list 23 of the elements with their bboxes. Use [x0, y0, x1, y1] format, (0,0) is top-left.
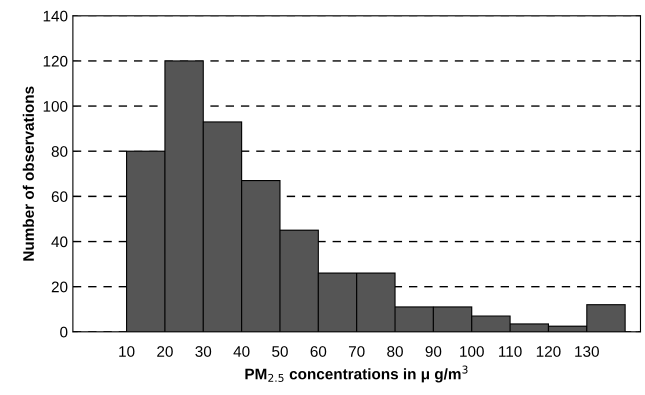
y-tick-label: 20 [52, 282, 68, 292]
x-tick-label: 20 [157, 346, 173, 357]
x-tick-label: 70 [348, 346, 365, 357]
y-axis-title: Number of observations [22, 86, 34, 261]
x-tick-label: 40 [233, 346, 250, 357]
y-tick-label: 80 [52, 146, 68, 157]
x-tick-label: 80 [387, 346, 403, 357]
y-tick-label: 100 [44, 100, 68, 112]
x-tick-label: 110 [499, 346, 522, 357]
y-tick-label: 0 [60, 326, 68, 338]
y-tick-label: 120 [44, 56, 68, 67]
x-tick-label: 60 [310, 346, 326, 357]
y-tick-label: 60 [52, 191, 68, 202]
x-tick-label: 10 [119, 346, 134, 357]
x-tick-label: 50 [272, 346, 288, 357]
y-tick-label: 140 [44, 10, 68, 22]
x-axis-title: PM$_{2.5}$ concentrations in μ g/m$^{3}$ [245, 365, 468, 383]
x-tick-label: 130 [575, 346, 599, 357]
x-tick-label: 90 [426, 346, 442, 357]
x-tick-label: 120 [536, 346, 561, 357]
x-tick-label: 100 [460, 346, 484, 357]
x-tick-label: 30 [195, 346, 212, 357]
y-tick-label: 40 [51, 236, 68, 248]
